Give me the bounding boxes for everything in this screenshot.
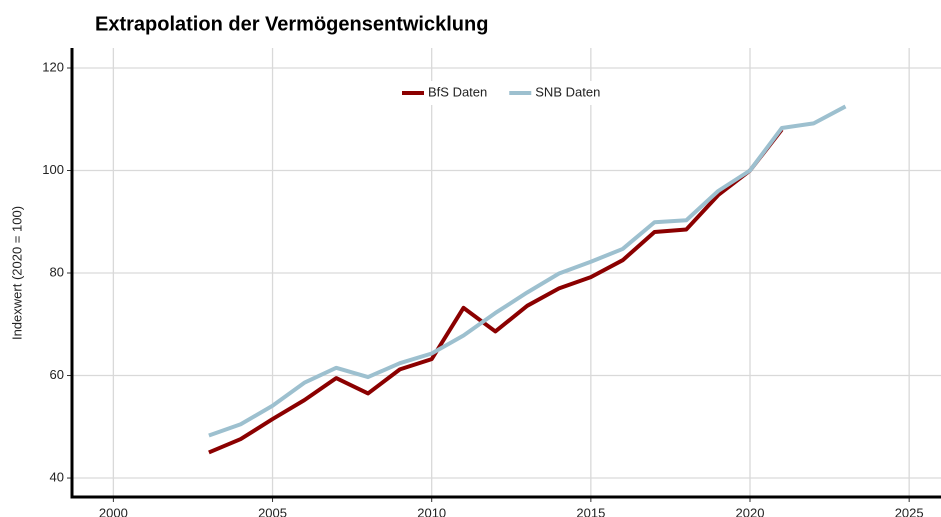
legend-background	[396, 81, 609, 105]
y-tick-label: 80	[50, 264, 64, 279]
y-tick-label: 120	[42, 59, 64, 74]
y-tick-label: 100	[42, 162, 64, 177]
x-tick-label: 2015	[576, 505, 605, 517]
y-tick-label: 60	[50, 367, 64, 382]
chart-title: Extrapolation der Vermögensentwicklung	[95, 13, 488, 35]
legend-label: BfS Daten	[428, 84, 487, 99]
y-tick-label: 40	[50, 469, 64, 484]
line-series	[208, 128, 784, 455]
y-axis-label: Indexwert (2020 = 100)	[9, 206, 24, 340]
legend: BfS Daten SNB Daten	[396, 81, 609, 105]
x-tick-label: 2005	[258, 505, 287, 517]
legend-label: SNB Daten	[535, 84, 600, 99]
x-tick-label: 2020	[736, 505, 765, 517]
x-tick-label: 2010	[417, 505, 446, 517]
x-tick-label: 2025	[895, 505, 924, 517]
line-series	[208, 104, 847, 438]
x-tick-label: 2000	[99, 505, 128, 517]
